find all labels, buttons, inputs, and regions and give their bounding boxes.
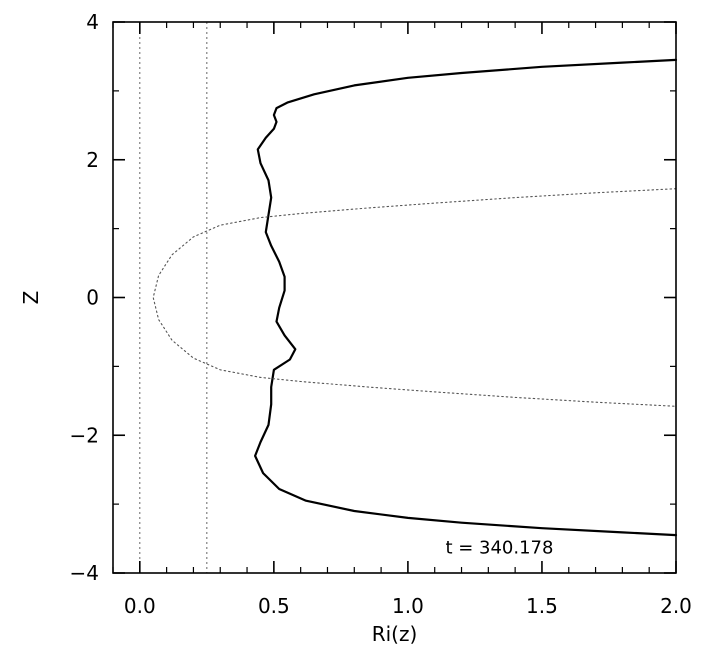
series-layer	[152, 58, 678, 537]
time-annotation: t = 340.178	[445, 538, 553, 559]
series-line-1	[152, 188, 677, 407]
y-tick-label: −2	[70, 423, 99, 447]
axis-ticks	[112, 21, 677, 574]
tick-labels: 0.0 0.5 1.0 1.5 2.0 −4 −2 0 2 4	[70, 10, 692, 618]
x-tick-label: 0.5	[258, 594, 290, 618]
x-tick-label: 1.0	[392, 594, 424, 618]
y-tick-label: 4	[86, 10, 99, 34]
x-tick-label: 1.5	[526, 594, 558, 618]
x-tick-label: 0.0	[124, 594, 156, 618]
x-axis-title: Ri(z)	[372, 622, 418, 646]
y-axis-title: Z	[19, 291, 43, 305]
y-tick-label: 0	[86, 286, 99, 310]
x-tick-label: 2.0	[660, 594, 692, 618]
y-tick-label: −4	[70, 561, 99, 585]
y-tick-label: 2	[86, 148, 99, 172]
series-line-0	[254, 58, 678, 537]
reference-lines	[139, 22, 208, 573]
plot-frame	[112, 21, 677, 574]
